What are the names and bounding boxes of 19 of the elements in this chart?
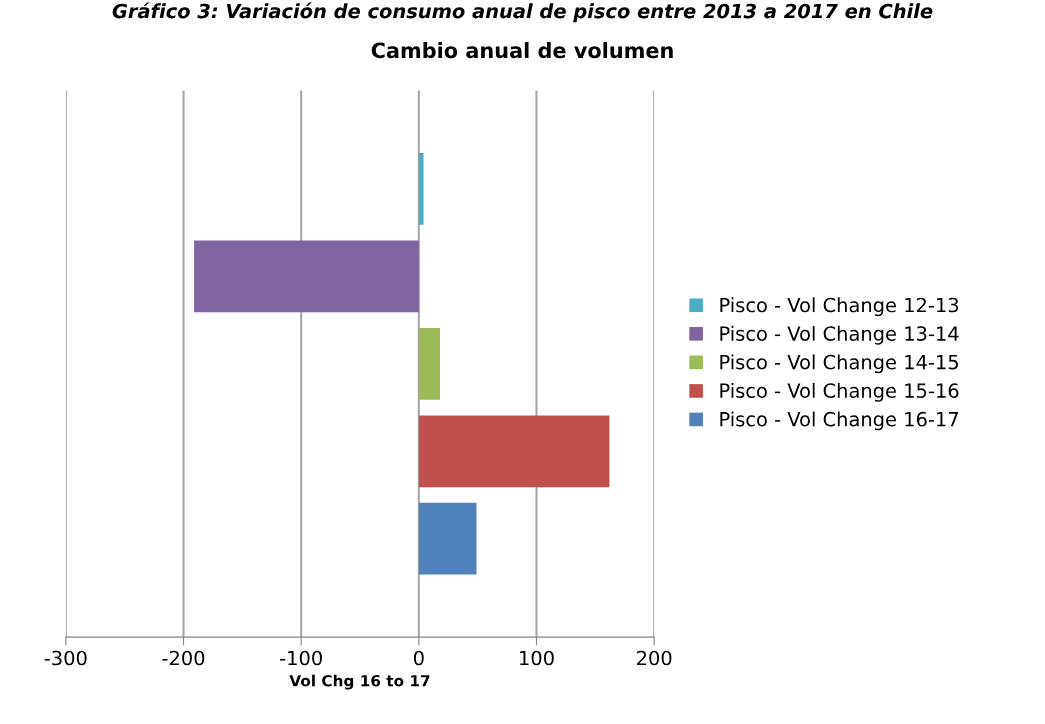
x-tick-label: -300 <box>44 650 87 666</box>
legend-label: Pisco - Vol Change 13-14 <box>720 325 959 345</box>
x-tick-label: -200 <box>162 650 205 666</box>
legend-label: Pisco - Vol Change 15-16 <box>720 382 959 402</box>
legend-label: Pisco - Vol Change 14-15 <box>720 354 958 374</box>
x-axis-title: Vol Chg 16 to 17 <box>289 674 430 690</box>
text: Gráfico 3: Variación de consumo anual de pisco entre 2013 a 2017 en Chile <box>112 2 933 23</box>
bar <box>418 153 424 225</box>
bar <box>418 327 441 400</box>
legend-label: Pisco - Vol Change 12-13 <box>720 297 959 317</box>
legend-label: Pisco - Vol Change 16-17 <box>720 411 959 431</box>
x-tick-label: -100 <box>280 650 322 666</box>
x-tick-label: 100 <box>520 650 554 666</box>
x-tick-label: 0 <box>413 650 424 666</box>
bar <box>418 415 610 488</box>
bar <box>194 240 419 313</box>
x-tick-label: 200 <box>637 650 672 666</box>
bar <box>418 502 477 575</box>
chart-title: Cambio anual de volumen <box>371 42 673 59</box>
